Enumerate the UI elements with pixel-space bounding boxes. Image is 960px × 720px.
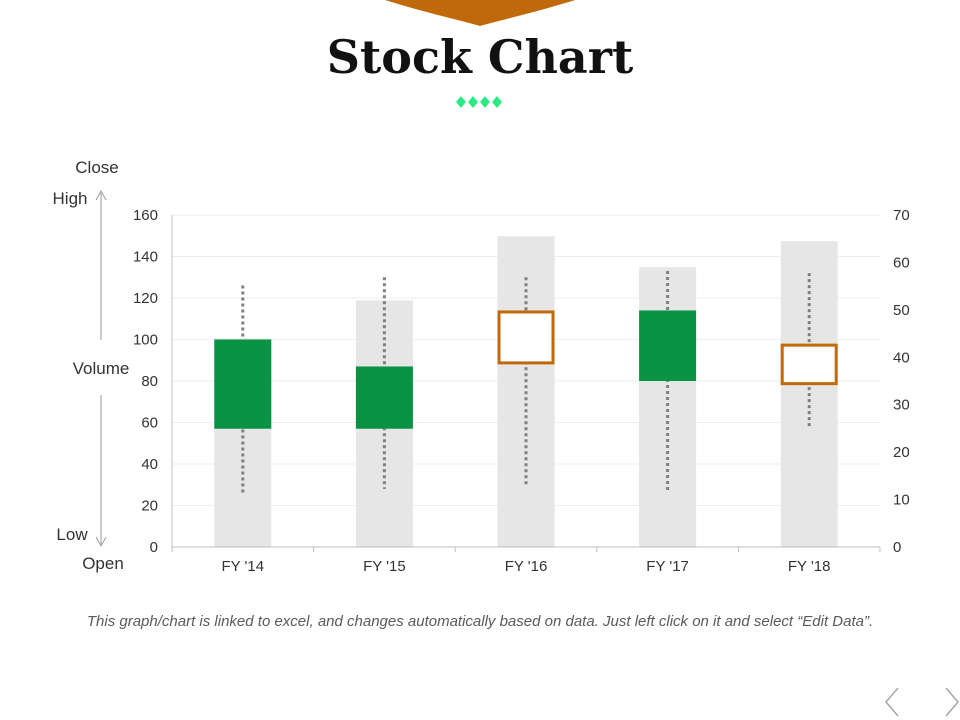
top-accent-shape [385,0,575,26]
chart-footnote: This graph/chart is linked to excel, and… [86,613,874,630]
left-axis-tick-label: 80 [141,373,158,390]
down-candle [497,310,555,365]
right-axis-tick-label: 30 [893,397,910,414]
down-candle [780,343,838,386]
right-axis-tick-label: 60 [893,254,910,271]
legend-high: High [53,189,88,208]
arrow-up-icon [95,189,107,201]
left-axis-tick-label: 140 [133,249,158,266]
left-axis-tick-label: 0 [150,539,158,556]
up-candle [214,339,272,429]
right-axis-tick-label: 20 [893,444,910,461]
legend-volume: Volume [73,359,130,378]
left-axis-tick-label: 160 [133,207,158,224]
up-candle [355,366,413,429]
x-axis-category-label: FY '14 [221,558,264,575]
left-axis-tick-label: 120 [133,290,158,307]
top-accent-tab [385,0,575,26]
slide-title: Stock Chart [326,30,634,84]
right-axis-tick-label: 40 [893,349,910,366]
legend-close: Close [75,158,118,177]
left-axis-tick-label: 100 [133,332,158,349]
next-slide-chevron-icon[interactable] [936,684,960,720]
legend-open: Open [82,554,124,573]
right-axis-tick-label: 10 [893,492,910,509]
right-axis-tick-label: 0 [893,539,901,556]
previous-slide-chevron-icon[interactable] [878,684,908,720]
left-axis-tick-label: 40 [141,456,158,473]
right-axis-tick-label: 70 [893,207,910,224]
x-axis-category-label: FY '15 [363,558,406,575]
legend-low: Low [56,525,88,544]
right-axis-tick-label: 50 [893,302,910,319]
left-axis-tick-label: 60 [141,415,158,432]
stock-chart[interactable]: 0 20 40 60 80 100 120 140 160 0 10 20 30 40 50 60 70 FY… [0,0,960,600]
left-axis-tick-label: 20 [141,498,158,515]
x-axis-category-label: FY '16 [505,558,548,575]
arrow-down-icon [95,536,107,548]
x-axis-category-label: FY '17 [646,558,689,575]
up-candle [639,310,697,381]
x-axis-category-label: FY '18 [788,558,831,575]
diamond-ornament-icon [456,96,502,108]
